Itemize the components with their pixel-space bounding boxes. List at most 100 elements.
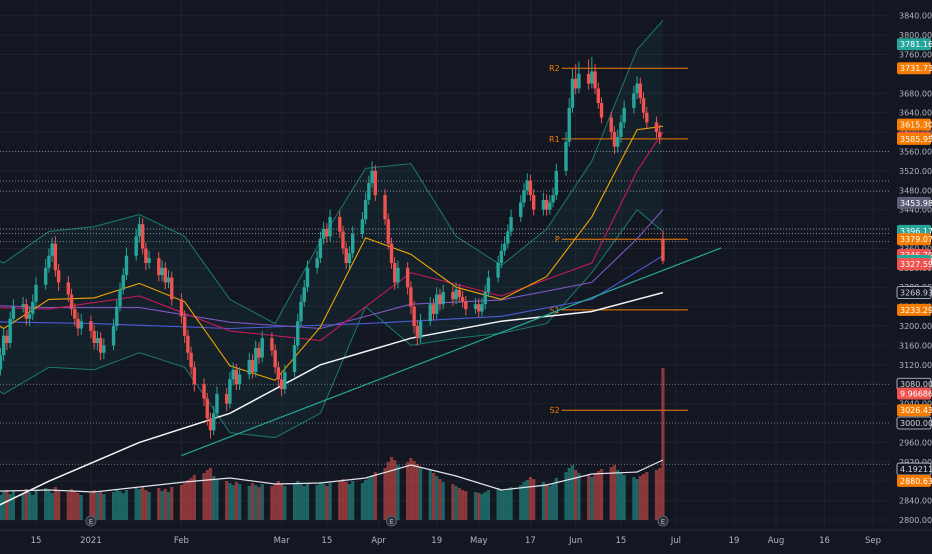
volume-bar (386, 462, 390, 520)
volume-bar (554, 478, 558, 520)
price-label-box (897, 62, 931, 75)
candle-body (237, 374, 242, 385)
volume-bar (27, 492, 32, 520)
x-tick-label: Sep (865, 536, 881, 546)
candle-body (548, 202, 552, 210)
earnings-icon[interactable] (85, 515, 97, 527)
candle-body (273, 350, 277, 368)
price-label-text: 3396.17 (900, 227, 932, 236)
candle-body (89, 321, 93, 331)
x-axis[interactable]: 15 2021 Feb Mar 15 Apr 19 May 17 Jun 15 Jul 19 Aug 16 S… (0, 529, 932, 550)
bollinger-lower-line (0, 208, 664, 439)
candle-body (473, 304, 478, 310)
candle-body (641, 98, 646, 113)
y-tick-label: 3440.00 (899, 206, 932, 215)
x-tick-label: 15 (321, 536, 332, 546)
volume-bar (632, 477, 636, 520)
earnings-icon[interactable] (385, 515, 397, 527)
candle-body (389, 243, 394, 263)
volume-bar (53, 487, 57, 520)
volume-bar (302, 486, 306, 520)
y-tick-label: 3200.00 (899, 322, 932, 331)
volume-bar (73, 491, 77, 520)
candle-body (111, 326, 116, 346)
volume-bar (654, 470, 659, 520)
candle-body (254, 347, 258, 373)
candle-body (79, 321, 83, 329)
candle-body (654, 122, 659, 133)
volume-bar (370, 475, 374, 520)
price-label-box (897, 118, 931, 131)
candle-body (134, 236, 138, 256)
volume-bar (590, 477, 594, 520)
candle-body (27, 313, 32, 319)
candle-body (182, 316, 187, 336)
volume-bar (525, 480, 529, 520)
price-label-text: 3453.98 (900, 199, 932, 208)
volume-bar (341, 479, 345, 520)
volume-bar (179, 485, 184, 520)
volume-bar (451, 484, 455, 520)
support-trendline[interactable] (181, 247, 722, 457)
volume-bar (502, 491, 507, 520)
sma-20-line (0, 125, 663, 381)
candle-body (250, 359, 255, 373)
price-label-box (897, 258, 931, 271)
candle-body (279, 379, 284, 390)
candle-body (212, 413, 216, 431)
y-axis[interactable]: 3840.003800.003760.003680.003640.003600.… (890, 0, 932, 550)
volume-bar (118, 491, 122, 520)
candle-body (283, 372, 287, 390)
volume-bar (170, 487, 174, 520)
candle-body (166, 277, 171, 283)
candle-body (118, 289, 122, 307)
price-label-text: 3233.29 (900, 306, 932, 315)
volume-bar (373, 472, 377, 520)
volume-bar (21, 493, 25, 520)
earnings-icon[interactable] (657, 515, 669, 527)
candle-body (31, 301, 35, 314)
trendline[interactable] (181, 247, 722, 457)
candle-body (480, 304, 484, 312)
candle-body (260, 338, 264, 358)
volume-bar (115, 489, 119, 520)
price-label-text: 3026.43 (900, 406, 932, 415)
candle-body (661, 238, 665, 261)
volume-bar (328, 483, 332, 520)
earnings-icon-glyph: E (389, 518, 393, 526)
candle-body (47, 255, 51, 268)
price-label-box (896, 416, 932, 430)
volume-bar (2, 492, 6, 520)
y-tick-label: 3160.00 (899, 341, 932, 350)
volume-bar (367, 478, 371, 520)
y-axis-panel (890, 0, 932, 550)
volume-bar (383, 468, 387, 520)
y-tick-label: 3560.00 (899, 147, 932, 156)
volume-bars (0, 368, 665, 520)
x-tick-label: Jul (670, 536, 681, 546)
volume-bar (360, 483, 364, 520)
candle-body (396, 267, 400, 283)
volume-bar (325, 486, 329, 520)
candle-body (186, 335, 190, 353)
candle-body (325, 229, 329, 237)
x-tick-label: 15 (616, 536, 627, 546)
candle-body (632, 93, 636, 108)
y-tick-label: 3800.00 (899, 31, 932, 40)
volume-bar (34, 490, 38, 520)
candle-body (92, 330, 96, 344)
x-tick-label: Mar (274, 536, 291, 546)
candle-body (370, 170, 374, 183)
volume-bar (157, 488, 161, 520)
candle-body (457, 289, 462, 297)
volume-bar (141, 486, 145, 520)
candle-body (386, 219, 390, 244)
candle-body (509, 216, 513, 232)
candle-body (215, 393, 219, 414)
candle-body (140, 224, 145, 249)
volume-bar (163, 489, 167, 520)
volume-bar (641, 474, 646, 520)
candle-body (344, 248, 348, 263)
